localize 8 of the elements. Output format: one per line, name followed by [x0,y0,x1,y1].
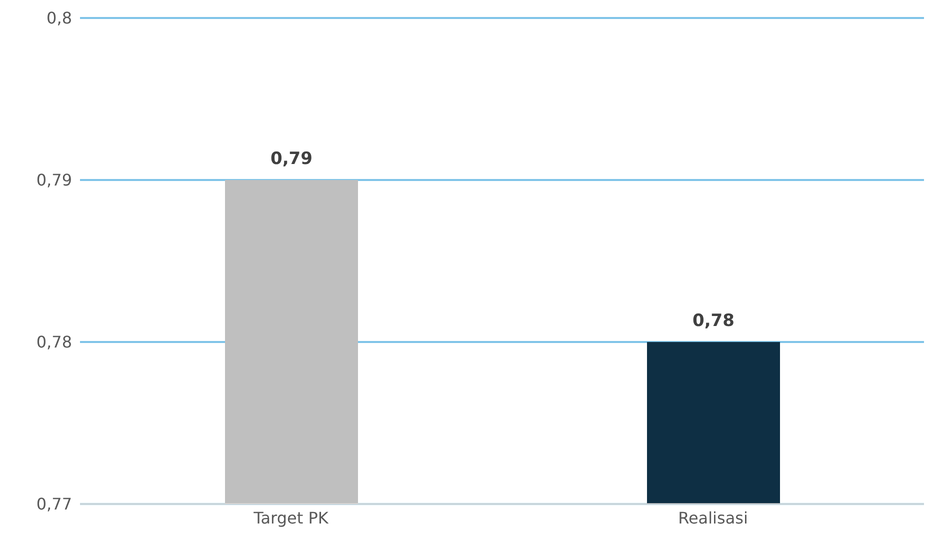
x-tick-label: Realisasi [678,508,748,528]
x-tick-label: Target PK [252,508,329,528]
y-tick-label: 0,78 [36,332,72,352]
data-label: 0,79 [270,149,312,169]
y-tick-label: 0,79 [36,170,72,190]
y-tick-label: 0,8 [46,8,72,28]
y-tick-label: 0,77 [36,494,72,514]
data-label: 0,78 [692,311,734,331]
